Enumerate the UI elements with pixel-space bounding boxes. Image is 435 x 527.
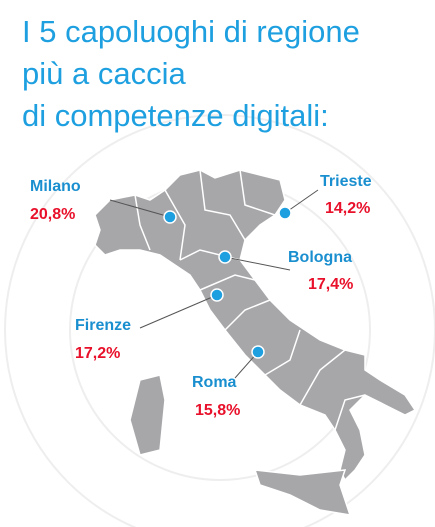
city-dot bbox=[163, 210, 177, 224]
city-share: 17,4% bbox=[308, 276, 353, 293]
city-name: Roma bbox=[192, 374, 237, 391]
city-name: Trieste bbox=[320, 173, 372, 190]
city-dot bbox=[218, 250, 232, 264]
title-line: di competenze digitali: bbox=[22, 98, 329, 133]
city-share: 15,8% bbox=[195, 402, 240, 419]
city-dot bbox=[210, 288, 224, 302]
leader-line bbox=[224, 256, 291, 271]
italy-map bbox=[94, 169, 417, 516]
title-line: I 5 capoluoghi di regione bbox=[22, 14, 360, 49]
city-dot bbox=[278, 206, 292, 220]
title-line: più a caccia bbox=[22, 56, 186, 91]
city-share: 17,2% bbox=[75, 345, 120, 362]
leader-line bbox=[139, 294, 218, 329]
city-name: Firenze bbox=[75, 317, 131, 334]
city-dot bbox=[251, 345, 265, 359]
city-share: 14,2% bbox=[325, 200, 370, 217]
city-share: 20,8% bbox=[30, 206, 75, 223]
leader-line bbox=[109, 199, 171, 218]
city-name: Bologna bbox=[288, 249, 352, 266]
city-name: Milano bbox=[30, 178, 81, 195]
leaders bbox=[109, 189, 319, 379]
